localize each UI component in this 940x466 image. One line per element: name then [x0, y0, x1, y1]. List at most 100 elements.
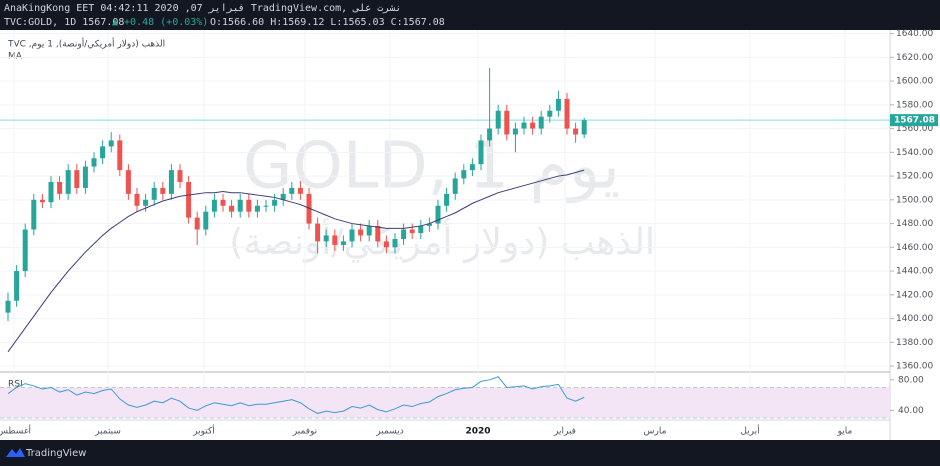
- candle-body: [229, 205, 235, 212]
- x-tick-label: 2020: [465, 427, 490, 437]
- candle-body: [194, 217, 200, 230]
- y-tick-label: 1520.00: [896, 172, 933, 182]
- candle-body: [143, 199, 149, 206]
- candle-body: [306, 193, 312, 224]
- candle-body: [272, 199, 278, 206]
- x-tick-label: أغسطس: [0, 425, 31, 437]
- y-tick-label: 1480.00: [896, 219, 933, 229]
- candle-body: [57, 182, 63, 194]
- candle-body: [31, 199, 37, 230]
- candle-body: [564, 98, 570, 129]
- x-tick-label: نوفمبر: [292, 427, 317, 437]
- candle-body: [375, 225, 381, 242]
- x-tick-label: فبراير: [553, 427, 576, 437]
- candle-body: [469, 164, 475, 171]
- candle-body: [280, 193, 286, 200]
- y-tick-label: 1560.00: [896, 124, 933, 134]
- candle-body: [151, 187, 157, 200]
- y-tick-label: 1580.00: [896, 100, 933, 110]
- candle-body: [426, 223, 432, 226]
- candle-body: [48, 182, 54, 203]
- candle-body: [555, 98, 561, 111]
- ma-line: [7, 169, 585, 353]
- candle-body: [521, 122, 527, 129]
- header-change: ▲ +0.48 (+0.03%): [112, 17, 208, 28]
- candle-body: [495, 110, 501, 129]
- candle-body: [14, 271, 20, 301]
- x-tick-label: مايو: [837, 427, 853, 437]
- candle-body: [177, 170, 183, 182]
- candle-body: [349, 229, 355, 242]
- candle-body: [332, 235, 338, 245]
- candle-body: [487, 128, 493, 141]
- brand-logo: [6, 448, 25, 457]
- header-ohlc: O:1566.60 H:1569.12 L:1565.03 C:1567.08: [210, 17, 445, 28]
- y-tick-label: 1460.00: [896, 243, 933, 253]
- y-tick-label: 1500.00: [896, 195, 933, 205]
- candle-body: [409, 229, 415, 234]
- rsi-line: [7, 376, 585, 414]
- candle-body: [401, 229, 407, 239]
- header-symbol: TVC:GOLD, 1D 1567.08: [4, 17, 124, 28]
- candle-body: [39, 199, 45, 203]
- candle-body: [366, 225, 372, 236]
- x-tick-label: مارس: [644, 427, 667, 437]
- candle-body: [186, 182, 192, 218]
- candle-body: [82, 166, 88, 188]
- last-price-tag: [890, 114, 938, 127]
- watermark: GOLD, 1 يوم: [243, 130, 620, 204]
- legend-title: TVC ,الذهب (دولار أمريكي/أونصة), 1 يوم: [7, 38, 165, 50]
- rsi-tick-label: 80.00: [898, 375, 924, 385]
- candle-body: [108, 140, 114, 147]
- brand: TradingView: [25, 448, 86, 459]
- candle-body: [383, 241, 389, 248]
- y-tick-label: 1360.00: [896, 362, 933, 372]
- candle-body: [74, 170, 80, 188]
- candle-body: [263, 205, 269, 207]
- x-tick-label: ديسمبر: [375, 427, 403, 437]
- x-tick-label: أبريل: [740, 425, 759, 437]
- y-tick-label: 1620.00: [896, 53, 933, 63]
- y-tick-label: 1540.00: [896, 148, 933, 158]
- candle-body: [323, 235, 329, 242]
- y-tick-label: 1380.00: [896, 338, 933, 348]
- candle-body: [297, 187, 303, 194]
- header-bar: [0, 0, 940, 30]
- candle-body: [358, 229, 364, 236]
- candle-body: [237, 199, 243, 212]
- candle-body: [461, 170, 467, 179]
- candle-body: [117, 140, 123, 171]
- candle-body: [91, 158, 97, 167]
- last-price-label: 1567.08: [894, 116, 935, 126]
- y-tick-label: 1420.00: [896, 290, 933, 300]
- x-tick-label: أكتوبر: [192, 425, 215, 437]
- y-tick-label: 1600.00: [896, 77, 933, 87]
- y-tick-label: 1440.00: [896, 267, 933, 277]
- candle-body: [504, 110, 510, 135]
- candle-body: [134, 193, 140, 206]
- candle-body: [340, 241, 346, 245]
- candle-body: [530, 122, 536, 129]
- candle-body: [100, 146, 106, 159]
- watermark-sub: الذهب (دولار أمريكي/أونصة): [229, 218, 655, 263]
- footer-bar: [0, 440, 940, 466]
- indicator-label: MA: [8, 52, 23, 62]
- candle-body: [444, 193, 450, 206]
- rsi-band: [0, 387, 890, 418]
- candle-body: [125, 170, 131, 194]
- header-line1: AnaKingKong EET 04:42:11 2020 ,07 فبراير…: [4, 3, 401, 14]
- candle-body: [538, 116, 544, 129]
- candle-body: [547, 110, 553, 117]
- candle-body: [478, 140, 484, 165]
- candle-body: [254, 205, 260, 212]
- candle-body: [315, 223, 321, 242]
- rsi-tick-label: 40.00: [898, 406, 924, 416]
- x-tick-label: سبتمبر: [94, 427, 121, 437]
- candle-body: [246, 199, 252, 212]
- candle-body: [203, 211, 209, 230]
- candle-body: [22, 229, 28, 272]
- candle-body: [581, 120, 587, 135]
- candle-body: [168, 170, 174, 194]
- candle-body: [452, 178, 458, 194]
